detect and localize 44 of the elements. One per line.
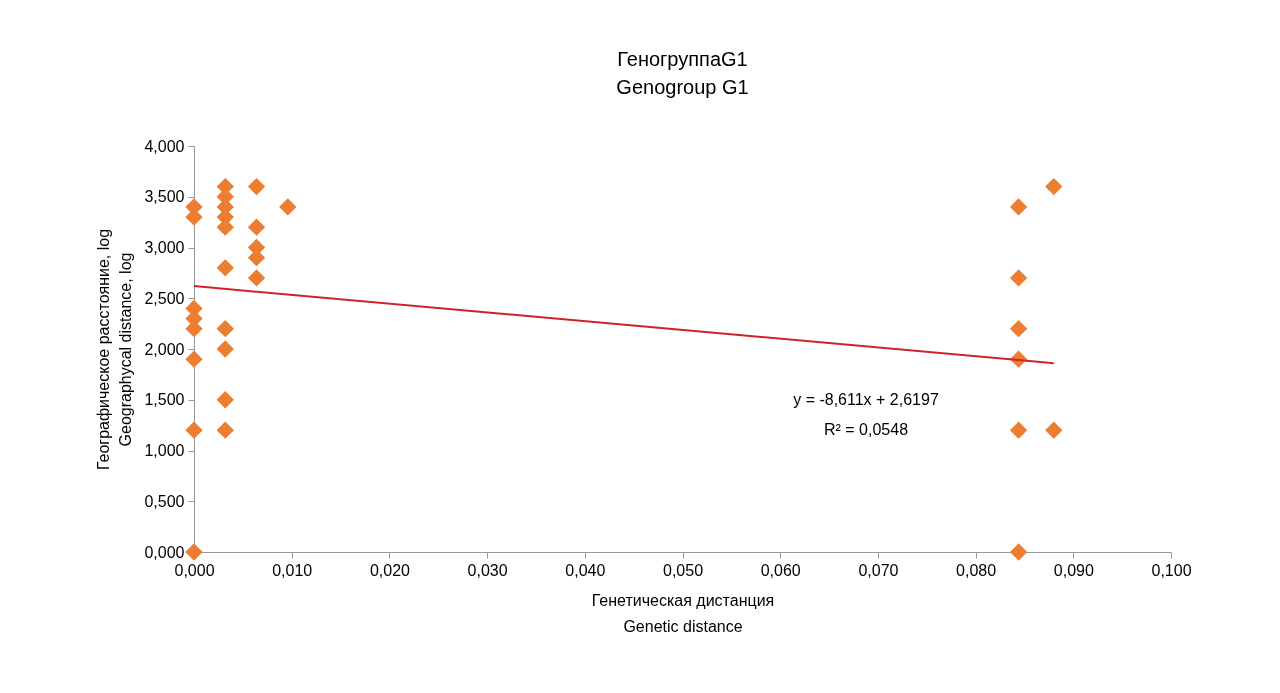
point [1009, 198, 1028, 216]
y-tick-label: 1,000 [144, 442, 185, 459]
y-tick-label: 4,000 [144, 137, 185, 155]
point [216, 391, 234, 409]
x-tick-label: 0,000 [174, 561, 215, 579]
x-tick-label: 0,090 [1053, 561, 1094, 579]
y-tick-label: 0,000 [144, 543, 185, 561]
point [216, 259, 234, 277]
y-tick-label: 3,500 [144, 188, 185, 206]
chart-title: ГеногруппаG1 Genogroup G1 [616, 48, 749, 98]
x-tick-label: 0,050 [662, 561, 704, 579]
point [279, 198, 297, 216]
point [216, 320, 234, 338]
x-axis-title: Генетическая дистанция Genetic distance [591, 591, 775, 635]
point [247, 269, 266, 287]
y-tick-label: 3,000 [144, 239, 185, 256]
y-tick-label: 2,000 [144, 340, 185, 358]
annotation: R² = 0,0548 [823, 421, 909, 438]
x-tick-label: 0,070 [858, 561, 899, 579]
x-tick-label: 0,020 [369, 561, 411, 579]
y-tick-label: 1,500 [144, 391, 185, 409]
x-tick-label: 0,040 [565, 561, 606, 579]
y-tick-label: 2,500 [144, 289, 185, 307]
point [247, 218, 266, 236]
y-axis-title: Географическое расстояние, log Geographycal distance, log [95, 228, 135, 471]
x-tick-label: 0,080 [956, 561, 997, 579]
point [185, 421, 203, 439]
point [185, 543, 203, 561]
point [1009, 421, 1028, 439]
point [216, 340, 234, 358]
point [1009, 543, 1028, 561]
point [1045, 177, 1063, 196]
x-tick-label: 0,060 [760, 561, 801, 579]
point [1009, 320, 1028, 338]
x-tick-label: 0,030 [467, 561, 508, 579]
point [247, 177, 266, 196]
y-tick-label: 0,500 [144, 492, 185, 510]
point [1009, 269, 1028, 287]
annotation: y = -8,611x + 2,6197 [793, 391, 939, 408]
x-tick-label: 0,100 [1151, 561, 1192, 579]
point [1045, 421, 1063, 439]
point [216, 421, 234, 439]
x-tick-label: 0,010 [272, 561, 313, 579]
point [185, 350, 203, 368]
